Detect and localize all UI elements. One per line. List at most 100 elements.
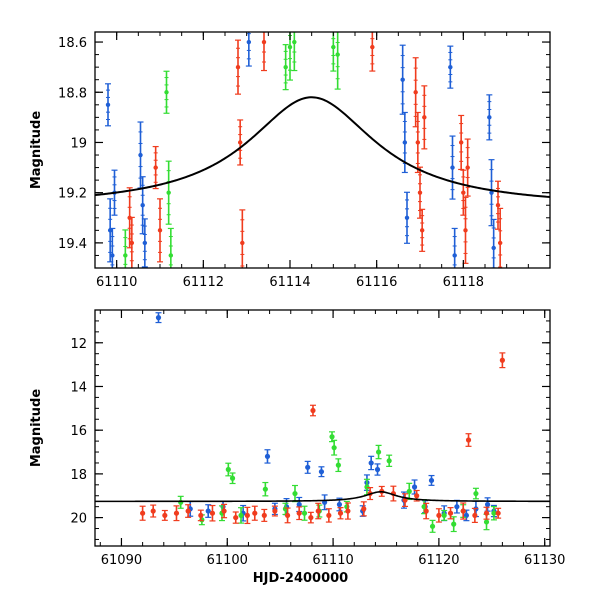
data-point-blue bbox=[264, 449, 271, 464]
data-point-green bbox=[301, 505, 308, 521]
top-panel-ticks: 61110 61112 61114 61116 61118 18.6 18.8 19 19.2 1… bbox=[58, 32, 551, 290]
data-point-red bbox=[402, 493, 409, 508]
data-point-red bbox=[464, 138, 471, 197]
data-point-red bbox=[369, 32, 376, 72]
data-point-blue bbox=[139, 176, 146, 235]
data-point-red bbox=[471, 507, 478, 524]
bottom-panel-frame bbox=[94, 309, 551, 547]
data-point-blue bbox=[490, 218, 497, 268]
data-point-blue bbox=[109, 227, 116, 268]
data-point-red bbox=[152, 145, 159, 190]
data-point-red bbox=[414, 111, 421, 174]
data-point-red bbox=[307, 511, 314, 524]
data-point-red bbox=[421, 85, 428, 150]
data-point-red bbox=[412, 57, 419, 128]
bottom-panel-data-points bbox=[139, 312, 506, 533]
bottom-panel: 61090 61100 61110 61120 61130 12 14 16 18 20 Magn… bbox=[29, 309, 565, 586]
data-point-red bbox=[235, 39, 241, 95]
data-point-green bbox=[122, 229, 129, 268]
data-point-red bbox=[251, 505, 258, 521]
data-point-green bbox=[330, 32, 337, 72]
data-point-green bbox=[291, 484, 298, 503]
data-point-red bbox=[128, 216, 135, 268]
data-point-red bbox=[244, 506, 251, 525]
data-point-red bbox=[150, 504, 157, 518]
data-point-blue bbox=[107, 198, 114, 263]
y-tick-label: 18 bbox=[70, 468, 87, 483]
data-point-green bbox=[165, 160, 172, 225]
data-point-blue bbox=[404, 191, 410, 244]
data-point-blue bbox=[451, 227, 458, 268]
x-tick-label: 61110 bbox=[96, 275, 137, 290]
data-point-blue bbox=[141, 218, 148, 268]
data-point-blue bbox=[304, 460, 311, 474]
y-tick-label: 16 bbox=[70, 424, 87, 439]
y-tick-label: 12 bbox=[70, 337, 87, 352]
bottom-panel-y-axis-title: Magnitude bbox=[29, 389, 44, 468]
data-point-green bbox=[225, 462, 232, 477]
x-tick-label: 61110 bbox=[312, 553, 353, 568]
data-point-red bbox=[239, 209, 246, 268]
y-tick-label: 18.6 bbox=[58, 36, 87, 51]
data-point-green bbox=[167, 227, 174, 268]
data-point-red bbox=[495, 180, 501, 230]
top-panel: 61110 61112 61114 61116 61118 18.6 18.8 19 19.2 1… bbox=[29, 31, 551, 290]
data-point-green bbox=[363, 478, 370, 496]
data-point-red bbox=[435, 508, 442, 523]
data-point-blue bbox=[486, 94, 493, 141]
data-point-red bbox=[232, 511, 239, 524]
data-point-red bbox=[161, 509, 168, 521]
data-point-blue bbox=[105, 83, 111, 127]
data-point-red bbox=[325, 508, 332, 523]
y-tick-label: 18.8 bbox=[58, 86, 87, 101]
data-point-blue bbox=[245, 32, 252, 67]
data-point-green bbox=[429, 519, 436, 533]
data-point-red bbox=[315, 502, 322, 520]
data-point-red bbox=[419, 208, 426, 252]
data-point-red bbox=[499, 352, 506, 369]
data-point-red bbox=[460, 502, 467, 520]
data-point-green bbox=[386, 454, 393, 467]
data-point-red bbox=[497, 207, 504, 268]
data-point-green bbox=[375, 444, 382, 460]
bottom-panel-x-axis-title: HJD-2400000 bbox=[253, 571, 348, 586]
data-point-red bbox=[495, 507, 502, 519]
top-panel-y-axis-title: Magnitude bbox=[29, 111, 44, 190]
data-point-blue bbox=[463, 509, 470, 522]
data-point-red bbox=[261, 508, 268, 522]
data-point-red bbox=[458, 114, 465, 171]
data-point-red bbox=[139, 505, 146, 521]
data-point-red bbox=[284, 507, 291, 524]
data-point-blue bbox=[447, 45, 454, 89]
top-panel-model-curve bbox=[95, 96, 550, 199]
data-point-red bbox=[261, 32, 267, 72]
x-tick-label: 61112 bbox=[183, 275, 224, 290]
bottom-panel-ticks: 61090 61100 61110 61120 61130 12 14 16 18 20 bbox=[70, 309, 565, 568]
data-point-red bbox=[271, 505, 278, 517]
data-point-blue bbox=[428, 474, 435, 486]
data-point-blue bbox=[449, 135, 456, 200]
data-point-green bbox=[163, 70, 170, 114]
data-point-green bbox=[441, 509, 448, 521]
data-point-red bbox=[221, 503, 228, 519]
data-point-red bbox=[209, 504, 216, 522]
data-point-red bbox=[157, 198, 163, 263]
bottom-panel-model-curve bbox=[95, 491, 550, 503]
data-point-red bbox=[483, 506, 490, 520]
x-tick-label: 61120 bbox=[418, 553, 459, 568]
data-point-red bbox=[462, 196, 469, 264]
y-tick-label: 19 bbox=[70, 136, 87, 151]
x-tick-label: 61118 bbox=[443, 275, 484, 290]
data-point-red bbox=[309, 404, 316, 417]
top-panel-data-points bbox=[105, 32, 504, 268]
data-point-green bbox=[331, 439, 338, 456]
x-tick-label: 61130 bbox=[524, 553, 565, 568]
data-point-blue bbox=[484, 497, 491, 512]
data-point-red bbox=[423, 502, 430, 520]
data-point-red bbox=[465, 433, 472, 447]
x-tick-label: 61090 bbox=[101, 553, 142, 568]
data-point-green bbox=[490, 505, 497, 521]
data-point-green bbox=[335, 458, 342, 473]
data-point-blue bbox=[453, 499, 460, 514]
